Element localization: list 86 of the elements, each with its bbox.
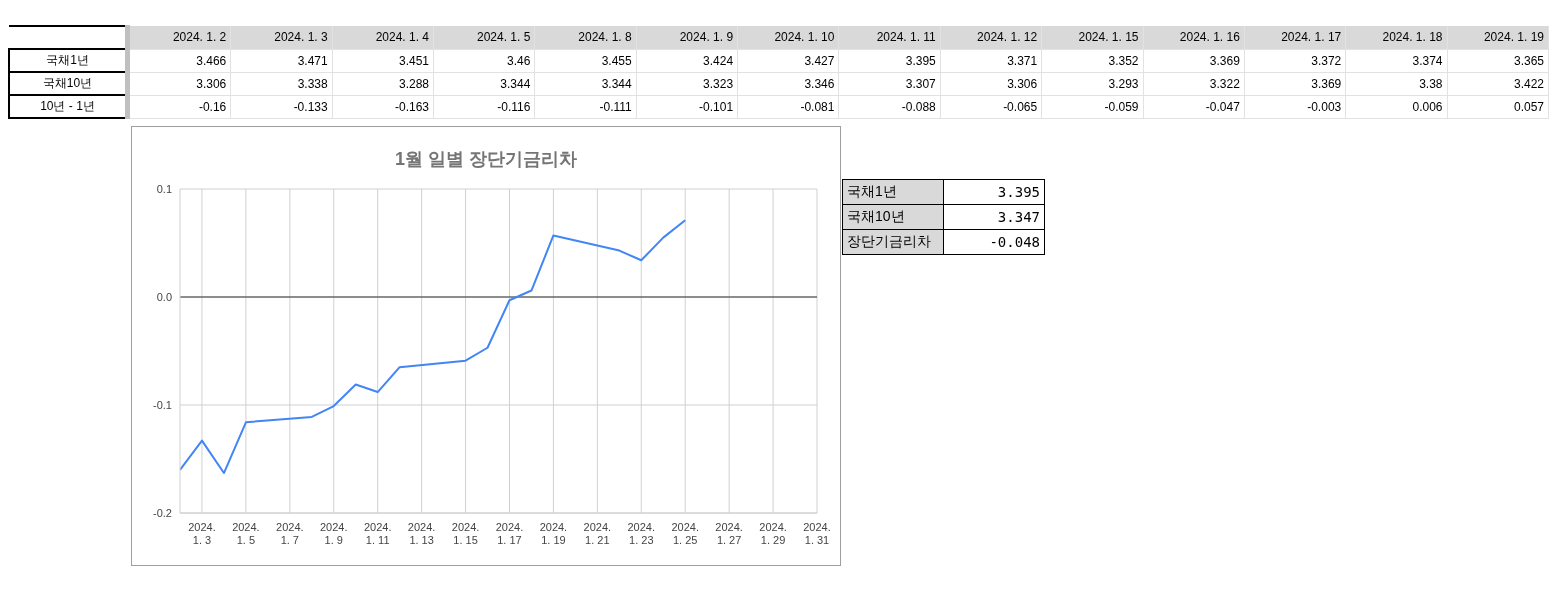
x-tick-label: 2024. 1. 13 — [407, 521, 436, 546]
data-label: 3.346 — [737, 72, 839, 95]
data-label: 3.322 — [1143, 72, 1245, 95]
x-tick-label: 2024. 1. 7 — [276, 521, 304, 546]
data-label: -0.111 — [534, 95, 637, 118]
data-label: -0.081 — [737, 95, 839, 118]
category-label: 2024. 1. 17 — [1244, 26, 1346, 49]
x-tick-label: 2024. 1. 17 — [495, 521, 524, 546]
data-label: 3.395 — [838, 49, 941, 72]
data-label: 3.46 — [433, 49, 535, 72]
data-label: -0.088 — [838, 95, 941, 118]
x-tick-label: 2024. 1. 27 — [715, 521, 743, 546]
category-label: 2024. 1. 9 — [636, 26, 738, 49]
x-tick-label: 2024. 1. 21 — [583, 521, 612, 546]
y-tick-label: -0.1 — [153, 398, 172, 411]
data-label: 3.369 — [1244, 72, 1346, 95]
data-label: 3.323 — [636, 72, 738, 95]
data-label: -0.16 — [127, 95, 231, 118]
x-tick-label: 2024. 1. 3 — [188, 521, 216, 546]
x-tick-label: 2024. 1. 15 — [451, 521, 480, 546]
data-label: 3.344 — [534, 72, 637, 95]
x-tick-label: 2024. 1. 9 — [319, 521, 348, 546]
data-label: -0.116 — [433, 95, 535, 118]
chart-title: 1월 일별 장단기금리차 — [394, 148, 578, 171]
x-tick-label: 2024. 1. 5 — [232, 521, 260, 546]
data-label: 3.344 — [433, 72, 535, 95]
data-label: 3.293 — [1041, 72, 1144, 95]
line-series — [180, 219, 687, 475]
x-tick-label: 2024. 1. 11 — [363, 521, 392, 546]
category-label: 국채1년 — [842, 179, 944, 205]
category-label: 2024. 1. 10 — [737, 26, 839, 49]
data-label: -0.133 — [230, 95, 333, 118]
data-label: 3.307 — [838, 72, 941, 95]
data-label: 3.306 — [940, 72, 1042, 95]
data-label: 3.466 — [127, 49, 231, 72]
data-label: 3.38 — [1345, 72, 1448, 95]
data-label: 3.451 — [332, 49, 434, 72]
data-label: 3.288 — [332, 72, 434, 95]
x-tick-label: 2024. 1. 29 — [759, 521, 787, 546]
data-label: 3.424 — [636, 49, 738, 72]
data-label: 3.422 — [1447, 72, 1549, 95]
data-label: 3.306 — [127, 72, 231, 95]
y-tick-label: -0.2 — [153, 506, 172, 519]
data-label: 3.372 — [1244, 49, 1346, 72]
data-label: 3.365 — [1447, 49, 1549, 72]
data-label: -0.003 — [1244, 95, 1346, 118]
data-label: 3.395 — [943, 179, 1045, 205]
data-label: 3.427 — [737, 49, 839, 72]
category-label: 2024. 1. 2 — [127, 26, 231, 49]
category-label: 2024. 1. 19 — [1447, 26, 1549, 49]
data-label: 0.006 — [1345, 95, 1448, 118]
data-label: -0.163 — [332, 95, 434, 118]
category-label: 2024. 1. 18 — [1345, 26, 1448, 49]
category-label: 2024. 1. 12 — [940, 26, 1042, 49]
y-tick-label: 0.1 — [156, 182, 172, 195]
category-label: 2024. 1. 15 — [1041, 26, 1144, 49]
text: 10년 - 1년 — [9, 95, 128, 118]
data-label: 3.471 — [230, 49, 333, 72]
data-label: -0.065 — [940, 95, 1042, 118]
category-label: 2024. 1. 11 — [838, 26, 941, 49]
data-label: -0.048 — [943, 229, 1045, 255]
x-tick-label: 2024. 1. 31 — [803, 521, 831, 546]
x-tick-label: 2024. 1. 23 — [627, 521, 656, 546]
text: 국채1년 — [9, 49, 128, 72]
category-label: 2024. 1. 16 — [1143, 26, 1245, 49]
data-label: 3.374 — [1345, 49, 1448, 72]
y-tick-label: 0.0 — [156, 290, 172, 303]
data-label: -0.101 — [636, 95, 738, 118]
category-label: 2024. 1. 5 — [433, 26, 535, 49]
x-tick-label: 2024. 1. 19 — [539, 521, 568, 546]
data-label: 0.057 — [1447, 95, 1549, 118]
category-label: 2024. 1. 3 — [230, 26, 333, 49]
category-label: 2024. 1. 4 — [332, 26, 434, 49]
data-label: 3.369 — [1143, 49, 1245, 72]
data-label: -0.047 — [1143, 95, 1245, 118]
category-label: 장단기금리차 — [842, 229, 944, 255]
data-label: 3.455 — [534, 49, 637, 72]
category-label: 국채10년 — [842, 204, 944, 230]
data-label: 3.347 — [943, 204, 1045, 230]
data-label: 3.352 — [1041, 49, 1144, 72]
data-label: 3.338 — [230, 72, 333, 95]
category-label: 2024. 1. 8 — [534, 26, 637, 49]
text: 국채10년 — [9, 72, 128, 95]
data-label: 3.371 — [940, 49, 1042, 72]
data-label: -0.059 — [1041, 95, 1144, 118]
x-tick-label: 2024. 1. 25 — [671, 521, 699, 546]
